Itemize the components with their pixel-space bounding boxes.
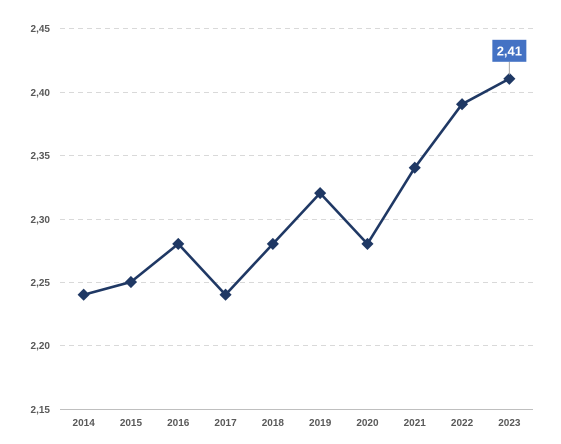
- y-tick-label: 2,40: [31, 88, 51, 99]
- x-tick-label: 2021: [404, 418, 427, 429]
- data-point-marker: [503, 72, 516, 85]
- series-line-group: [83, 77, 510, 297]
- y-tick-label: 2,20: [31, 341, 51, 352]
- y-tick-label: 2,25: [31, 278, 51, 289]
- x-tick-label: 2014: [73, 418, 96, 429]
- x-tick-label: 2018: [262, 418, 285, 429]
- x-tick-label: 2016: [167, 418, 190, 429]
- data-label-text: 2,41: [497, 43, 522, 58]
- x-tick-label: 2015: [120, 418, 143, 429]
- x-tick-label: 2023: [498, 418, 521, 429]
- series-markers: [77, 72, 516, 301]
- y-tick-label: 2,45: [31, 24, 51, 35]
- series-line: [83, 77, 510, 297]
- data-point-marker: [219, 288, 232, 301]
- y-tick-label: 2,15: [31, 405, 51, 416]
- x-axis-tick-labels: 2014 2015 2016 2017 2018 2019 2020 2021 2022 2023: [73, 418, 521, 429]
- x-tick-label: 2020: [356, 418, 379, 429]
- y-axis-tick-labels: 2,15 2,20 2,25 2,30 2,35 2,40 2,45: [31, 24, 51, 416]
- data-labels: 2,41: [492, 39, 527, 75]
- data-point-marker: [172, 237, 185, 250]
- data-point-marker: [408, 161, 421, 174]
- x-tick-label: 2017: [214, 418, 237, 429]
- data-label-box: [492, 39, 527, 62]
- data-point-marker: [361, 237, 374, 250]
- data-point-marker: [455, 98, 469, 111]
- data-point-marker: [266, 237, 279, 250]
- y-tick-label: 2,30: [31, 215, 51, 226]
- x-tick-label: 2019: [309, 418, 332, 429]
- data-point-marker: [314, 187, 327, 200]
- x-tick-label: 2022: [451, 418, 474, 429]
- data-point-marker: [77, 288, 90, 301]
- y-tick-label: 2,35: [31, 151, 51, 162]
- data-point-marker: [124, 275, 138, 289]
